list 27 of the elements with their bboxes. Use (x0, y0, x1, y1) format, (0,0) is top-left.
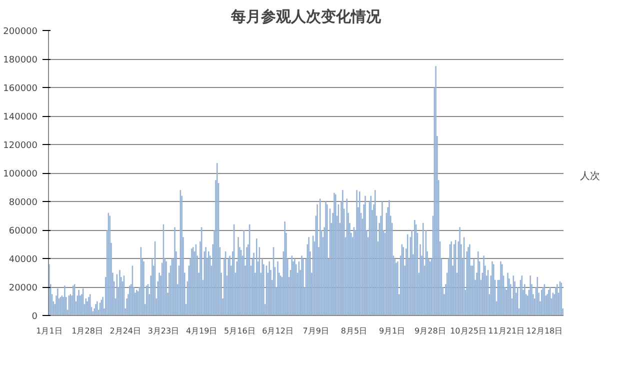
x-tick-label: 2月24日 (110, 326, 142, 336)
y-tick-label: 160000 (3, 84, 38, 94)
y-tick-label: 20000 (8, 284, 38, 294)
x-tick-label: 9月1日 (378, 326, 406, 336)
y-tick-label: 80000 (8, 198, 38, 208)
x-tick-label: 11月21日 (488, 326, 525, 336)
y-tick-label: 100000 (3, 170, 38, 180)
y-tick-label: 140000 (3, 112, 38, 122)
x-tick-label: 3月23日 (148, 326, 180, 336)
chart-title: 每月参观人次变化情况 (230, 8, 382, 26)
y-tick-label: 0 (32, 312, 38, 322)
y-tick-label: 180000 (3, 56, 38, 66)
y-tick-label: 40000 (8, 255, 38, 265)
y-tick-label: 200000 (3, 27, 38, 37)
x-tick-label: 1月28日 (72, 326, 103, 336)
x-tick-label: 5月16日 (224, 326, 256, 336)
y-tick-label: 120000 (3, 141, 38, 151)
x-tick-label: 7月9日 (302, 326, 329, 336)
x-tick-label: 12月18日 (526, 326, 563, 336)
x-tick-label: 1月1日 (36, 326, 62, 336)
x-tick-label: 9月28日 (414, 326, 446, 336)
x-tick-label: 10月25日 (450, 326, 486, 336)
x-tick-label: 6月12日 (262, 326, 294, 336)
x-tick-label: 8月5日 (340, 326, 368, 336)
text: 人次 (580, 170, 600, 183)
y-tick-label: 60000 (8, 226, 38, 236)
x-tick-label: 4月19日 (186, 326, 218, 336)
